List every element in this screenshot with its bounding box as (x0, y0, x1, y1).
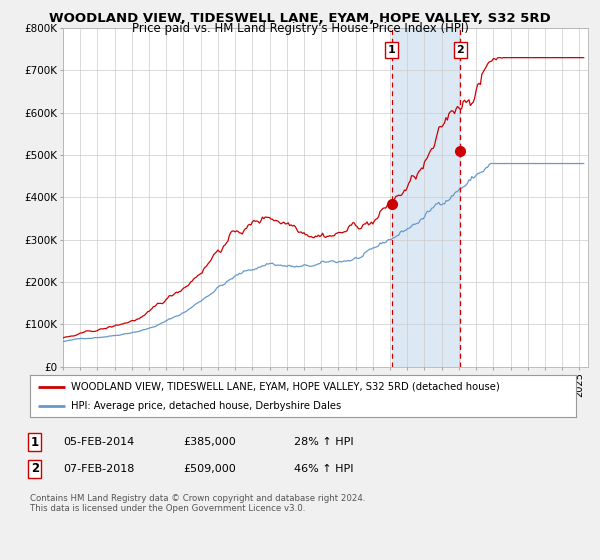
Text: 2: 2 (457, 45, 464, 55)
Text: Price paid vs. HM Land Registry's House Price Index (HPI): Price paid vs. HM Land Registry's House … (131, 22, 469, 35)
Text: £385,000: £385,000 (183, 437, 236, 447)
Text: HPI: Average price, detached house, Derbyshire Dales: HPI: Average price, detached house, Derb… (71, 401, 341, 411)
Text: 05-FEB-2014: 05-FEB-2014 (63, 437, 134, 447)
Bar (392, 28, 460, 367)
Text: £509,000: £509,000 (183, 464, 236, 474)
Text: WOODLAND VIEW, TIDESWELL LANE, EYAM, HOPE VALLEY, S32 5RD: WOODLAND VIEW, TIDESWELL LANE, EYAM, HOP… (49, 12, 551, 25)
Text: 1: 1 (31, 436, 39, 449)
Text: Contains HM Land Registry data © Crown copyright and database right 2024.
This d: Contains HM Land Registry data © Crown c… (30, 494, 365, 514)
Text: 1: 1 (388, 45, 395, 55)
Text: 07-FEB-2018: 07-FEB-2018 (63, 464, 134, 474)
Text: 2: 2 (31, 462, 39, 475)
Text: 28% ↑ HPI: 28% ↑ HPI (294, 437, 353, 447)
Text: 46% ↑ HPI: 46% ↑ HPI (294, 464, 353, 474)
Text: WOODLAND VIEW, TIDESWELL LANE, EYAM, HOPE VALLEY, S32 5RD (detached house): WOODLAND VIEW, TIDESWELL LANE, EYAM, HOP… (71, 381, 500, 391)
